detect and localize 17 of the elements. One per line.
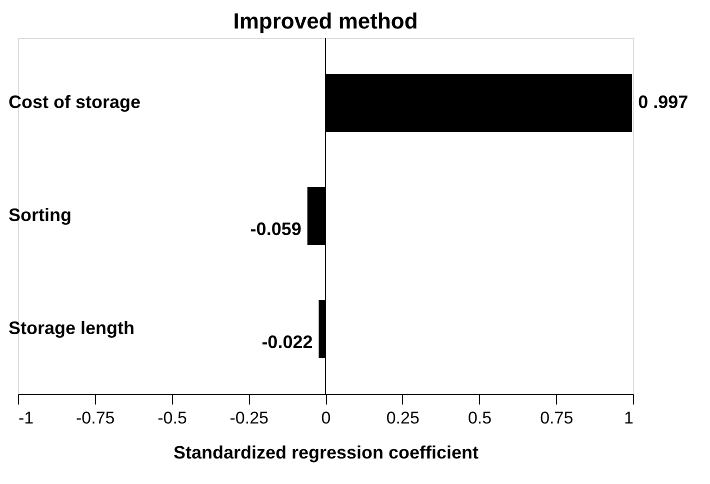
x-tick-label: -0.5 [158, 408, 187, 428]
x-tick-label: -1 [18, 408, 34, 428]
y-tick-label: Storage length [8, 318, 135, 338]
x-tick-label: -0.75 [76, 408, 115, 428]
data-label: -0.022 [262, 332, 313, 352]
x-tick-label: 0 [321, 408, 331, 428]
x-tick-label: 0.25 [386, 408, 420, 428]
y-tick-label: Sorting [8, 205, 72, 225]
chart-title: Improved method [233, 8, 418, 34]
x-tick-label: 0.5 [468, 408, 492, 428]
x-tick-label: -0.25 [230, 408, 268, 428]
data-label: 0 .997 [638, 92, 688, 112]
x-axis-title: Standardized regression coefficient [173, 442, 479, 462]
y-tick-label: Cost of storage [8, 92, 141, 112]
x-tick-label: 1 [624, 408, 634, 428]
data-label: -0.059 [250, 219, 302, 239]
x-tick-label: 0.75 [540, 408, 574, 428]
